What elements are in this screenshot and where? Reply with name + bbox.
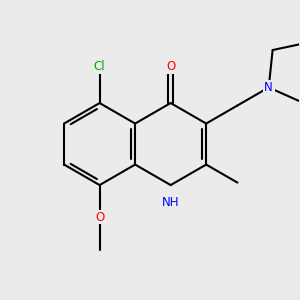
Bar bbox=[165, 61, 177, 73]
Text: O: O bbox=[166, 60, 175, 74]
Text: N: N bbox=[264, 81, 273, 94]
Text: Cl: Cl bbox=[94, 60, 105, 74]
Bar bbox=[161, 197, 180, 209]
Text: O: O bbox=[95, 211, 104, 224]
Bar bbox=[263, 82, 274, 93]
Text: NH: NH bbox=[162, 196, 179, 209]
Bar bbox=[92, 61, 108, 73]
Bar bbox=[94, 211, 106, 223]
